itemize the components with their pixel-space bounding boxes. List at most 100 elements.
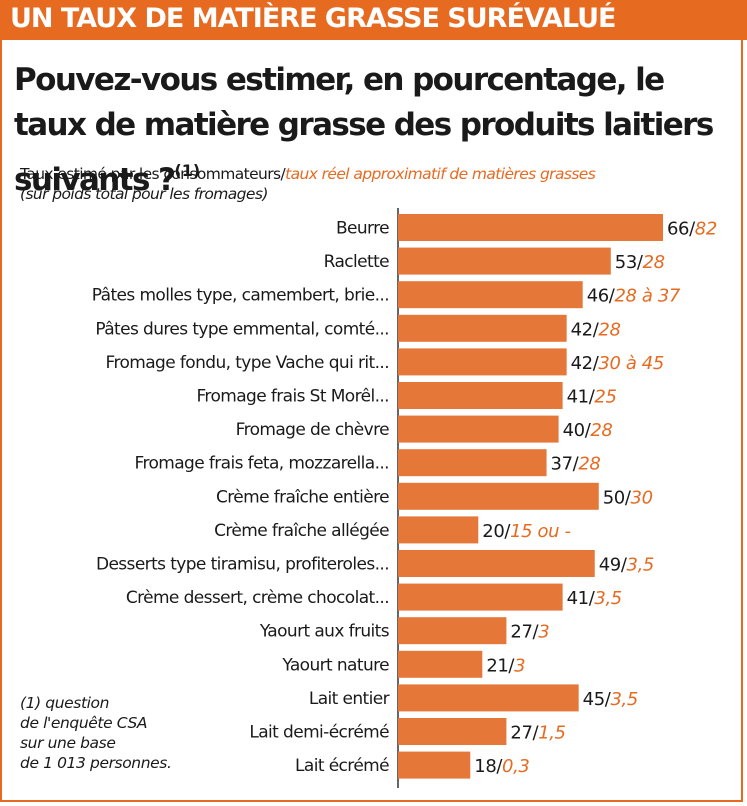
estimated-value: 49/ bbox=[599, 555, 628, 576]
value-label: 21/3 bbox=[486, 655, 525, 676]
real-value: 28 bbox=[643, 252, 665, 273]
category-label: Fromage frais St Morêl... bbox=[196, 387, 389, 407]
footnote-line-2: de l'enquête CSA bbox=[20, 714, 148, 732]
category-label: Pâtes molles type, camembert, brie... bbox=[92, 286, 389, 306]
bar bbox=[398, 718, 507, 745]
category-label: Fromage frais feta, mozzarella... bbox=[135, 454, 389, 474]
estimated-value: 53/ bbox=[615, 252, 644, 273]
category-label: Fromage fondu, type Vache qui rit... bbox=[106, 353, 390, 373]
real-value: 1,5 bbox=[538, 723, 565, 744]
category-label: Fromage de chèvre bbox=[236, 420, 389, 440]
estimated-value: 18/ bbox=[474, 756, 503, 777]
bar bbox=[398, 415, 559, 443]
estimated-value: 41/ bbox=[567, 387, 596, 408]
real-value: 82 bbox=[695, 219, 717, 240]
estimated-value: 46/ bbox=[587, 286, 616, 307]
footnote: (1) question de l'enquête CSA sur une ba… bbox=[20, 693, 172, 773]
real-value: 3 bbox=[514, 655, 525, 676]
estimated-value: 42/ bbox=[571, 353, 600, 374]
bar bbox=[398, 247, 611, 275]
bar bbox=[398, 650, 483, 678]
value-label: 37/28 bbox=[551, 454, 601, 475]
real-value: 28 bbox=[578, 454, 600, 475]
category-label: Pâtes dures type emmental, comté... bbox=[95, 319, 389, 339]
category-label: Yaourt nature bbox=[281, 655, 389, 675]
category-label: Crème fraîche entière bbox=[216, 487, 389, 507]
category-label: Lait demi-écrémé bbox=[249, 723, 389, 743]
real-value: 28 à 37 bbox=[614, 286, 680, 307]
estimated-value: 45/ bbox=[583, 689, 612, 710]
question-footnote-ref: (1) bbox=[174, 161, 201, 180]
bar bbox=[398, 751, 471, 779]
estimated-value: 37/ bbox=[551, 454, 580, 475]
bar bbox=[398, 550, 595, 577]
real-value: 3 bbox=[538, 622, 549, 643]
real-value: 3,5 bbox=[594, 588, 621, 609]
real-value: 3,5 bbox=[627, 555, 654, 576]
category-label: Crème dessert, crème chocolat... bbox=[126, 588, 389, 608]
real-value: 15 ou - bbox=[510, 521, 570, 542]
legend-estimated: Taux estimé par les consommateurs/ bbox=[20, 165, 286, 183]
category-label: Desserts type tiramisu, profiteroles... bbox=[96, 555, 389, 575]
footnote-line-3: sur une base bbox=[20, 734, 116, 752]
estimated-value: 27/ bbox=[510, 622, 539, 643]
real-value: 0,3 bbox=[502, 756, 529, 777]
category-label: Lait écrémé bbox=[295, 756, 389, 776]
bar bbox=[398, 449, 547, 477]
estimated-value: 41/ bbox=[567, 588, 596, 609]
bar bbox=[398, 281, 583, 309]
bar bbox=[398, 617, 507, 645]
real-value: 3,5 bbox=[610, 689, 637, 710]
value-label: 42/28 bbox=[571, 319, 621, 340]
real-value: 30 bbox=[631, 487, 653, 508]
value-label: 42/30 à 45 bbox=[571, 353, 664, 374]
real-value: 28 bbox=[598, 319, 620, 340]
value-label: 27/3 bbox=[510, 622, 549, 643]
footnote-line-4: de 1 013 personnes. bbox=[20, 754, 172, 772]
estimated-value: 50/ bbox=[603, 487, 632, 508]
category-label: Crème fraîche allégée bbox=[214, 521, 389, 541]
value-label: 41/3,5 bbox=[567, 588, 622, 609]
estimated-value: 40/ bbox=[563, 420, 592, 441]
value-label: 20/15 ou - bbox=[482, 521, 570, 542]
bar bbox=[398, 684, 579, 712]
estimated-value: 21/ bbox=[486, 655, 515, 676]
legend-real: taux réel approximatif de matières grass… bbox=[285, 165, 596, 183]
value-label: 18/0,3 bbox=[474, 756, 529, 777]
bar bbox=[398, 516, 479, 544]
bar bbox=[398, 382, 563, 409]
estimated-value: 27/ bbox=[510, 723, 539, 744]
footnote-line-1: (1) question bbox=[20, 694, 110, 712]
question-text: Pouvez-vous estimer, en pourcentage, le … bbox=[14, 62, 714, 198]
value-label: 45/3,5 bbox=[583, 689, 638, 710]
estimated-value: 20/ bbox=[482, 521, 511, 542]
category-label: Yaourt aux fruits bbox=[259, 622, 390, 642]
category-label: Raclette bbox=[324, 252, 390, 272]
category-label: Lait entier bbox=[309, 689, 390, 709]
real-value: 30 à 45 bbox=[598, 353, 663, 374]
value-label: 66/82 bbox=[667, 219, 717, 240]
estimated-value: 66/ bbox=[667, 219, 696, 240]
real-value: 28 bbox=[590, 420, 612, 441]
bar bbox=[398, 482, 599, 510]
bar bbox=[398, 583, 563, 611]
value-label: 40/28 bbox=[563, 420, 613, 441]
category-label: Beurre bbox=[336, 219, 389, 239]
survey-question: Pouvez-vous estimer, en pourcentage, le … bbox=[14, 58, 734, 203]
real-value: 25 bbox=[594, 387, 616, 408]
value-label: 27/1,5 bbox=[510, 723, 565, 744]
title-banner: UN TAUX DE MATIÈRE GRASSE SURÉVALUÉ bbox=[0, 0, 747, 40]
bar bbox=[398, 348, 567, 376]
value-label: 49/3,5 bbox=[599, 555, 654, 576]
bar bbox=[398, 314, 567, 342]
value-label: 53/28 bbox=[615, 252, 665, 273]
legend: Taux estimé par les consommateurs/taux r… bbox=[20, 164, 596, 204]
value-label: 46/28 à 37 bbox=[587, 286, 681, 307]
estimated-value: 42/ bbox=[571, 319, 600, 340]
chart-title: UN TAUX DE MATIÈRE GRASSE SURÉVALUÉ bbox=[10, 3, 616, 34]
value-label: 50/30 bbox=[603, 487, 653, 508]
bar bbox=[398, 214, 663, 241]
legend-sub: (sur poids total pour les fromages) bbox=[20, 185, 268, 203]
